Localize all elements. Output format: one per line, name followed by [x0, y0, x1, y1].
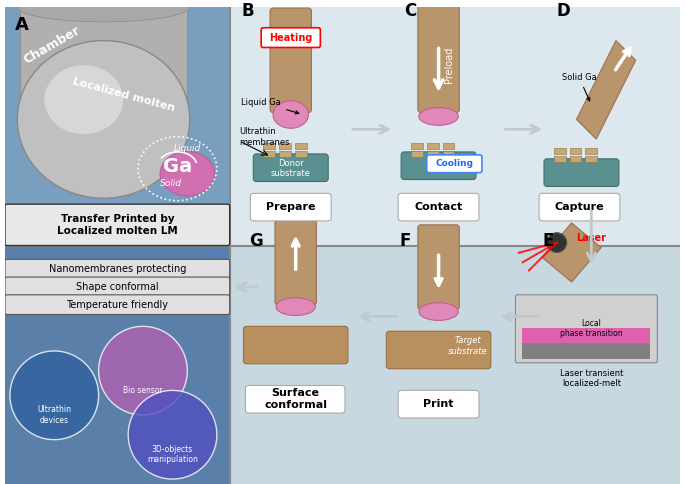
- Text: Solid: Solid: [160, 179, 182, 188]
- Circle shape: [99, 326, 187, 415]
- FancyBboxPatch shape: [443, 151, 454, 157]
- Text: Prepare: Prepare: [266, 202, 316, 212]
- Polygon shape: [542, 223, 601, 282]
- Ellipse shape: [273, 101, 308, 128]
- FancyBboxPatch shape: [443, 143, 454, 149]
- FancyBboxPatch shape: [418, 0, 459, 112]
- Ellipse shape: [45, 65, 123, 134]
- Text: A: A: [15, 16, 29, 34]
- FancyBboxPatch shape: [398, 193, 479, 221]
- Ellipse shape: [276, 298, 315, 316]
- FancyBboxPatch shape: [427, 155, 482, 173]
- FancyBboxPatch shape: [398, 391, 479, 418]
- FancyBboxPatch shape: [250, 193, 331, 221]
- FancyBboxPatch shape: [5, 7, 229, 245]
- FancyBboxPatch shape: [586, 156, 597, 162]
- Text: C: C: [404, 2, 416, 20]
- Text: Local
phase transition: Local phase transition: [560, 318, 623, 338]
- FancyBboxPatch shape: [570, 148, 582, 154]
- FancyBboxPatch shape: [5, 277, 229, 297]
- Text: Contact: Contact: [414, 202, 462, 212]
- Text: B: B: [242, 2, 254, 20]
- Text: Surface
conformal: Surface conformal: [264, 389, 327, 410]
- Text: Transfer Printed by
Localized molten LM: Transfer Printed by Localized molten LM: [57, 214, 177, 236]
- FancyBboxPatch shape: [275, 220, 316, 304]
- Text: Nanomembranes protecting: Nanomembranes protecting: [49, 264, 186, 274]
- FancyBboxPatch shape: [586, 148, 597, 154]
- FancyBboxPatch shape: [401, 152, 476, 180]
- Text: Capture: Capture: [555, 202, 604, 212]
- FancyBboxPatch shape: [295, 143, 306, 149]
- FancyBboxPatch shape: [523, 328, 651, 343]
- FancyBboxPatch shape: [411, 143, 423, 149]
- Text: Donor
substrate: Donor substrate: [271, 159, 311, 179]
- FancyBboxPatch shape: [544, 159, 619, 186]
- Text: Ga: Ga: [163, 157, 192, 176]
- Ellipse shape: [160, 151, 214, 196]
- Text: 3D-objects
manipulation: 3D-objects manipulation: [147, 445, 198, 464]
- FancyBboxPatch shape: [263, 143, 275, 149]
- Ellipse shape: [17, 41, 190, 198]
- FancyBboxPatch shape: [5, 204, 229, 245]
- FancyBboxPatch shape: [5, 7, 229, 484]
- FancyBboxPatch shape: [523, 343, 651, 359]
- Ellipse shape: [17, 0, 190, 22]
- Polygon shape: [577, 41, 636, 139]
- Circle shape: [10, 351, 99, 439]
- FancyBboxPatch shape: [279, 143, 290, 149]
- FancyBboxPatch shape: [229, 7, 680, 245]
- Text: Localized molten: Localized molten: [71, 76, 175, 113]
- FancyBboxPatch shape: [418, 225, 459, 310]
- FancyBboxPatch shape: [5, 259, 229, 279]
- Text: Preload: Preload: [443, 47, 453, 83]
- FancyBboxPatch shape: [427, 143, 438, 149]
- Text: Chamber: Chamber: [22, 24, 83, 67]
- FancyBboxPatch shape: [427, 151, 438, 157]
- Text: Ultrathin
membranes: Ultrathin membranes: [240, 127, 290, 147]
- FancyBboxPatch shape: [554, 156, 566, 162]
- Text: Solid Ga: Solid Ga: [562, 73, 597, 101]
- Text: E: E: [542, 231, 553, 250]
- FancyBboxPatch shape: [386, 331, 490, 369]
- FancyBboxPatch shape: [295, 151, 306, 157]
- FancyBboxPatch shape: [263, 151, 275, 157]
- Text: G: G: [249, 231, 263, 250]
- FancyBboxPatch shape: [229, 245, 680, 484]
- Text: Heating: Heating: [269, 32, 312, 43]
- Text: Bio sensor: Bio sensor: [123, 386, 163, 395]
- FancyBboxPatch shape: [554, 148, 566, 154]
- FancyBboxPatch shape: [243, 326, 348, 364]
- FancyBboxPatch shape: [570, 156, 582, 162]
- Text: D: D: [557, 2, 571, 20]
- Text: Target
substrate: Target substrate: [448, 336, 488, 356]
- FancyBboxPatch shape: [515, 295, 658, 363]
- Text: Shape conformal: Shape conformal: [76, 282, 159, 292]
- Circle shape: [547, 233, 566, 253]
- FancyBboxPatch shape: [270, 8, 312, 112]
- FancyBboxPatch shape: [5, 295, 229, 315]
- Text: Laser transient
localized-melt: Laser transient localized-melt: [560, 369, 623, 388]
- FancyBboxPatch shape: [253, 154, 328, 182]
- FancyBboxPatch shape: [411, 151, 423, 157]
- Text: Cooling: Cooling: [436, 159, 473, 168]
- FancyBboxPatch shape: [20, 6, 187, 120]
- FancyBboxPatch shape: [539, 193, 620, 221]
- Text: Ultrathin
devices: Ultrathin devices: [37, 405, 71, 425]
- FancyBboxPatch shape: [245, 385, 345, 413]
- Text: Print: Print: [423, 399, 454, 409]
- Text: Temperature friendly: Temperature friendly: [66, 300, 169, 310]
- Ellipse shape: [419, 107, 458, 125]
- Ellipse shape: [419, 302, 458, 320]
- Circle shape: [128, 391, 217, 479]
- FancyBboxPatch shape: [279, 151, 290, 157]
- Text: Liquid: Liquid: [174, 144, 201, 153]
- Text: F: F: [399, 231, 410, 250]
- FancyBboxPatch shape: [261, 28, 321, 47]
- Text: Laser: Laser: [577, 233, 606, 242]
- Text: Liquid Ga: Liquid Ga: [242, 98, 299, 114]
